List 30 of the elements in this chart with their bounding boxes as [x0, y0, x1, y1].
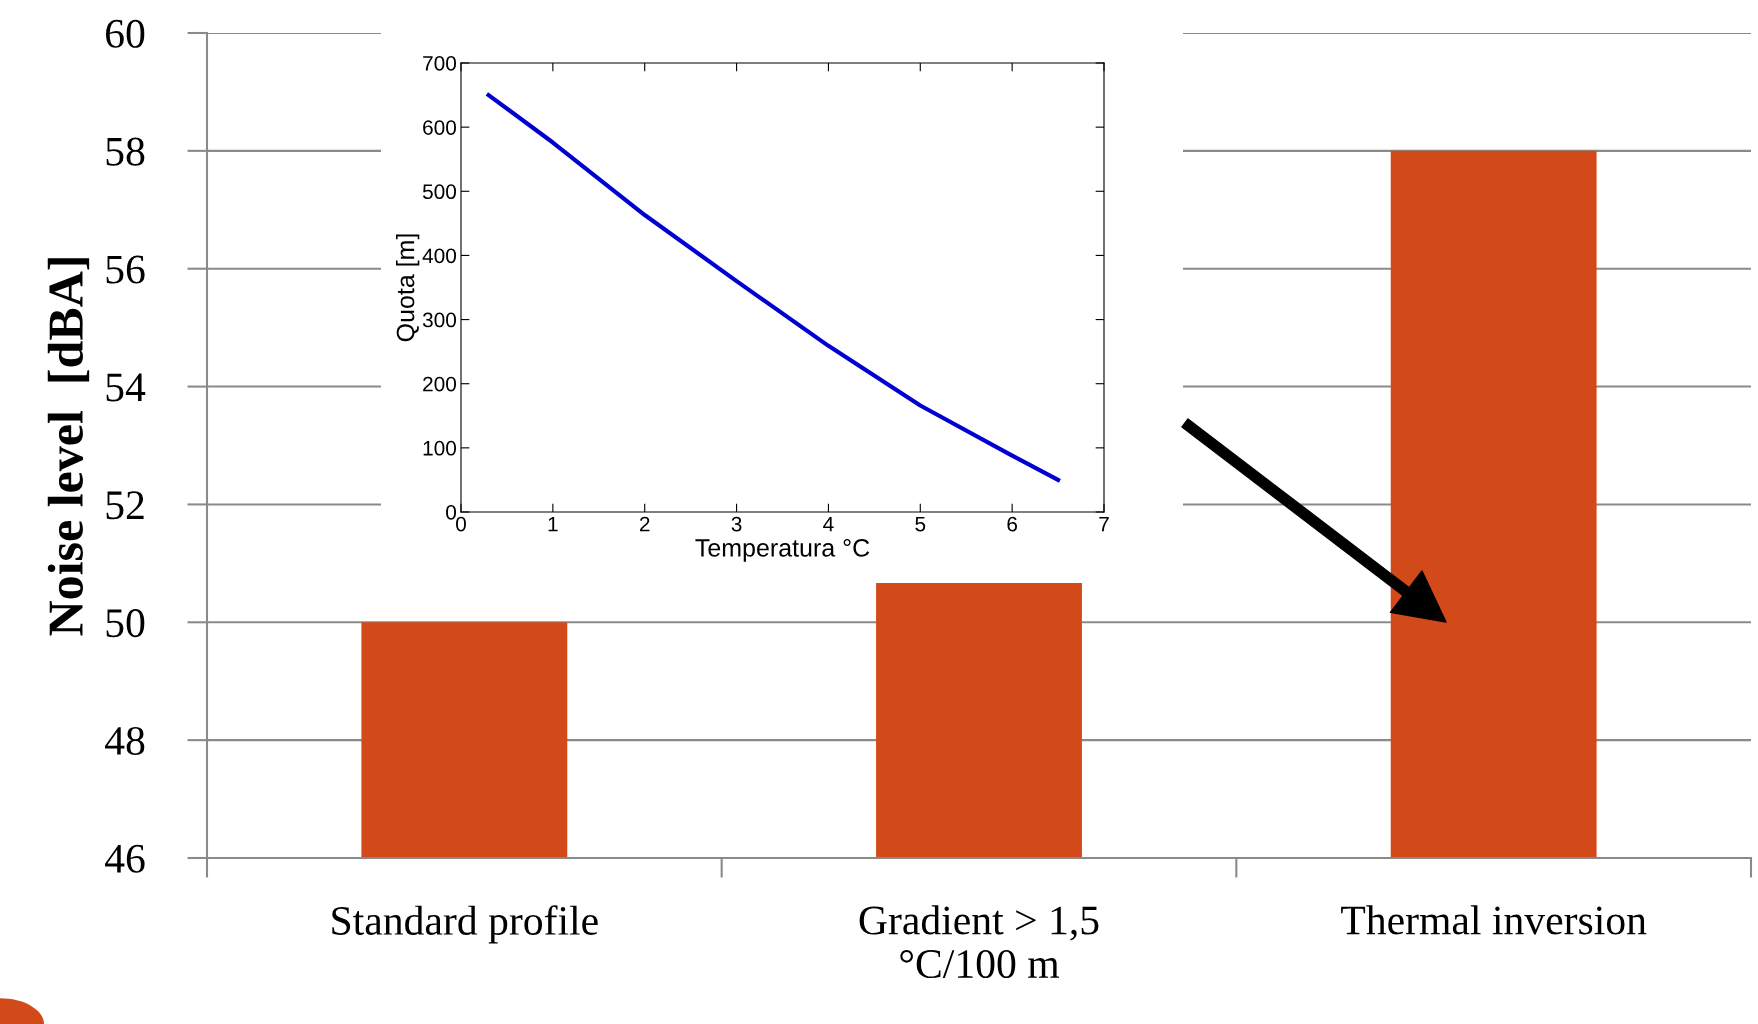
x-tick-label: Thermal inversion [1341, 905, 1647, 935]
y-tick-label: 0 [446, 505, 457, 520]
x-tick-label: 1 [548, 516, 558, 532]
x-tick-label: 5 [915, 516, 926, 532]
y-tick-label: 58 [106, 137, 145, 166]
y-tick-label: 56 [106, 255, 145, 284]
y-tick-label: 46 [105, 844, 145, 873]
y-tick-label: 400 [422, 248, 457, 264]
y-axis-title: Noise level [dBA] [47, 258, 90, 636]
x-tick-label: 4 [823, 516, 834, 532]
x-tick-label: Standard profile [332, 905, 598, 944]
y-tick-label: 60 [106, 19, 145, 48]
y-axis-title: Quota [m] [395, 234, 420, 342]
y-tick-label: 300 [422, 312, 457, 328]
y-tick-label: 100 [423, 440, 457, 456]
x-tick-label: 6 [1007, 516, 1018, 532]
y-tick-label: 50 [106, 609, 145, 638]
y-tick-label: 500 [422, 184, 457, 200]
x-tick-label: Gradient > 1,5 °C/100 m [859, 905, 1099, 979]
y-tick-label: 48 [105, 726, 145, 756]
y-tick-label: 600 [423, 120, 457, 135]
x-axis-title: Temperatura °C [695, 539, 870, 562]
line-series [486, 92, 1061, 483]
x-tick-label: 2 [639, 516, 650, 532]
x-tick-label: 7 [1099, 516, 1109, 532]
x-tick-label: 3 [731, 516, 742, 532]
y-tick-label: 200 [423, 376, 457, 392]
y-tick-label: 54 [106, 373, 146, 402]
y-tick-label: 52 [106, 491, 144, 520]
y-tick-label: 700 [423, 56, 457, 71]
